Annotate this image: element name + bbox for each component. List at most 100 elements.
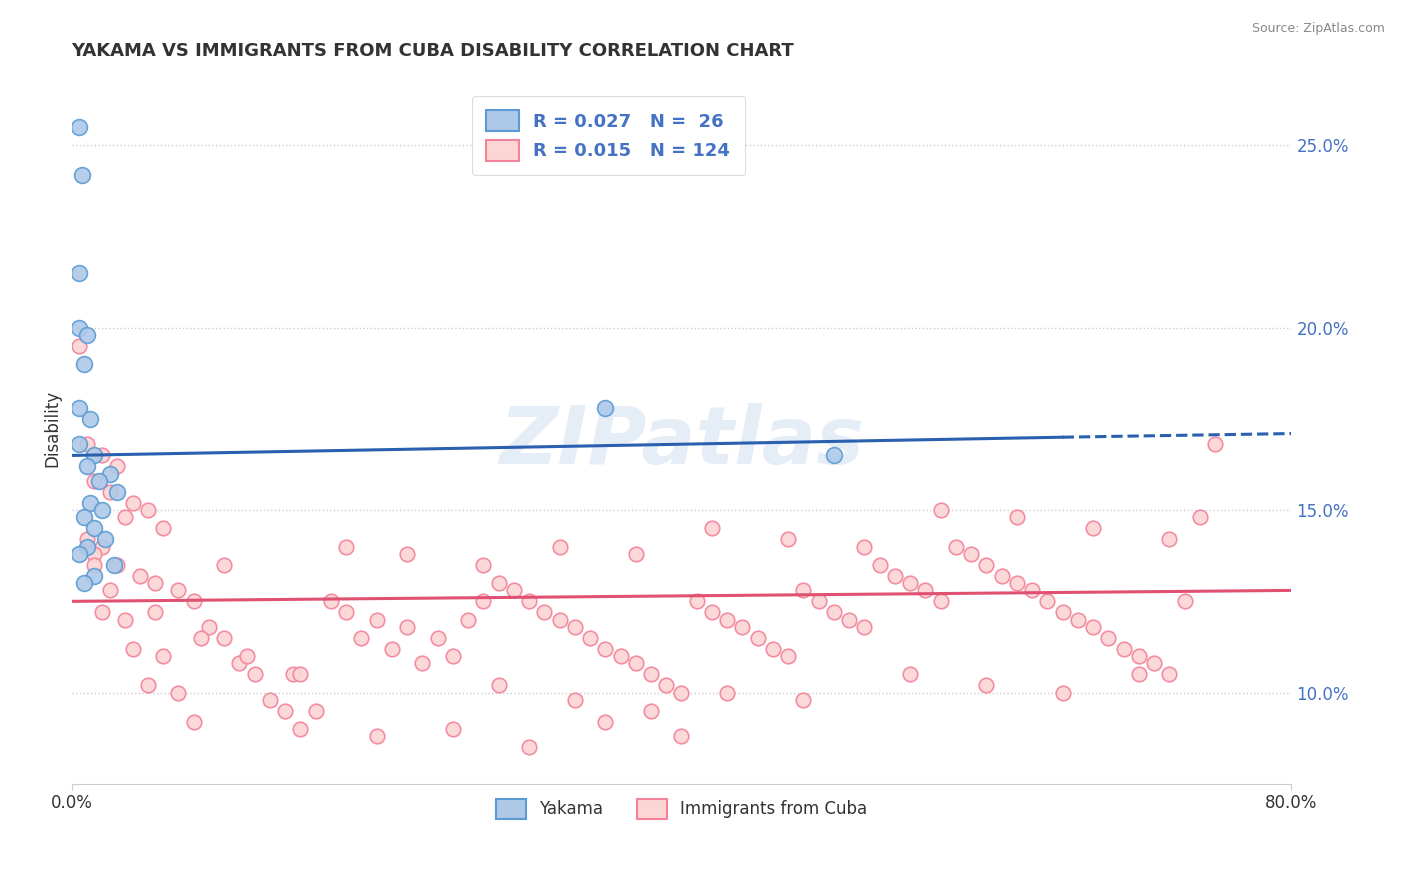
- Point: [145, 605, 167, 619]
- Point: [548, 613, 571, 627]
- Point: [121, 641, 143, 656]
- Point: [502, 583, 524, 598]
- Point: [87, 474, 110, 488]
- Point: [83, 449, 105, 463]
- Point: [747, 631, 769, 645]
- Point: [655, 678, 678, 692]
- Point: [1128, 667, 1150, 681]
- Point: [1005, 576, 1028, 591]
- Point: [517, 594, 540, 608]
- Point: [1204, 437, 1226, 451]
- Point: [73, 576, 96, 591]
- Point: [1097, 631, 1119, 645]
- Point: [593, 641, 616, 656]
- Point: [152, 521, 174, 535]
- Point: [533, 605, 555, 619]
- Point: [716, 685, 738, 699]
- Point: [98, 467, 121, 481]
- Point: [517, 740, 540, 755]
- Point: [395, 547, 418, 561]
- Point: [960, 547, 983, 561]
- Point: [83, 547, 105, 561]
- Point: [67, 320, 90, 334]
- Point: [1083, 620, 1105, 634]
- Point: [624, 547, 647, 561]
- Point: [76, 459, 98, 474]
- Point: [1112, 641, 1135, 656]
- Point: [853, 540, 876, 554]
- Point: [190, 631, 212, 645]
- Point: [73, 510, 96, 524]
- Point: [183, 714, 205, 729]
- Point: [212, 631, 235, 645]
- Point: [411, 657, 433, 671]
- Point: [136, 503, 159, 517]
- Point: [945, 540, 967, 554]
- Point: [94, 533, 117, 547]
- Point: [167, 583, 190, 598]
- Point: [335, 605, 357, 619]
- Point: [67, 401, 90, 415]
- Point: [114, 510, 136, 524]
- Point: [1083, 521, 1105, 535]
- Point: [564, 693, 586, 707]
- Point: [869, 558, 891, 572]
- Point: [98, 484, 121, 499]
- Legend: Yakama, Immigrants from Cuba: Yakama, Immigrants from Cuba: [489, 793, 873, 825]
- Point: [700, 605, 723, 619]
- Point: [335, 540, 357, 554]
- Point: [686, 594, 709, 608]
- Point: [67, 266, 90, 280]
- Point: [1159, 667, 1181, 681]
- Point: [381, 641, 404, 656]
- Point: [823, 605, 845, 619]
- Point: [319, 594, 342, 608]
- Point: [236, 648, 259, 663]
- Point: [129, 569, 152, 583]
- Point: [898, 576, 921, 591]
- Point: [1021, 583, 1043, 598]
- Point: [778, 533, 800, 547]
- Point: [114, 613, 136, 627]
- Point: [1005, 510, 1028, 524]
- Point: [98, 583, 121, 598]
- Point: [91, 503, 114, 517]
- Point: [105, 558, 128, 572]
- Point: [593, 401, 616, 415]
- Point: [152, 648, 174, 663]
- Point: [366, 613, 388, 627]
- Point: [83, 521, 105, 535]
- Point: [640, 667, 662, 681]
- Point: [1052, 685, 1074, 699]
- Point: [243, 667, 266, 681]
- Point: [472, 558, 495, 572]
- Point: [441, 648, 464, 663]
- Point: [593, 714, 616, 729]
- Point: [457, 613, 479, 627]
- Point: [1143, 657, 1166, 671]
- Point: [259, 693, 281, 707]
- Point: [73, 357, 96, 371]
- Point: [83, 474, 105, 488]
- Point: [640, 704, 662, 718]
- Point: [914, 583, 936, 598]
- Point: [83, 569, 105, 583]
- Point: [731, 620, 754, 634]
- Point: [1174, 594, 1197, 608]
- Point: [91, 540, 114, 554]
- Point: [76, 437, 98, 451]
- Y-axis label: Disability: Disability: [44, 390, 60, 467]
- Point: [395, 620, 418, 634]
- Point: [792, 583, 814, 598]
- Point: [609, 648, 631, 663]
- Point: [79, 496, 101, 510]
- Point: [167, 685, 190, 699]
- Point: [929, 503, 952, 517]
- Point: [716, 613, 738, 627]
- Point: [671, 685, 693, 699]
- Point: [350, 631, 373, 645]
- Point: [290, 722, 312, 736]
- Point: [67, 437, 90, 451]
- Point: [304, 704, 326, 718]
- Point: [762, 641, 785, 656]
